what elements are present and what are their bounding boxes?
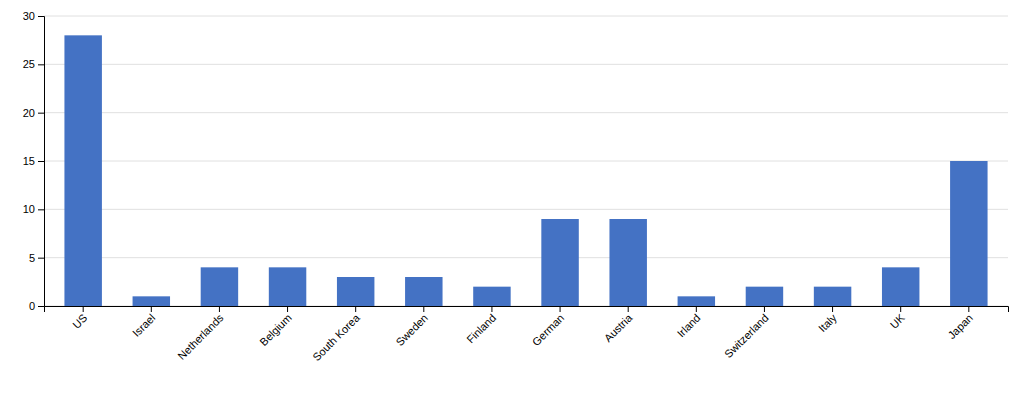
- x-tick: Irland: [675, 306, 703, 339]
- y-tick-mark: [38, 209, 44, 210]
- grid: [44, 16, 1008, 306]
- x-tick-label: Irland: [675, 312, 703, 340]
- bar: [541, 219, 578, 306]
- x-tick: Sweden: [393, 306, 430, 348]
- y-tick-label: 15: [23, 155, 35, 167]
- x-tick: Netherlands: [175, 306, 226, 362]
- bar: [405, 277, 442, 306]
- grid-line: [44, 161, 1008, 162]
- x-tick-label: UK: [888, 311, 908, 331]
- y-tick-label: 30: [23, 10, 35, 22]
- x-tick: Japan: [945, 306, 975, 341]
- grid-line: [44, 112, 1008, 113]
- x-tick: US: [70, 306, 89, 331]
- x-tick: Israel: [130, 306, 158, 339]
- x-tick-mark: [491, 306, 492, 312]
- y-tick-label: 0: [29, 300, 35, 312]
- y-tick: 15: [23, 155, 44, 167]
- y-tick-mark: [38, 113, 44, 114]
- y-axis-line: [38, 17, 45, 307]
- x-tick: UK: [888, 306, 908, 331]
- x-tick-label: Belgium: [257, 312, 294, 349]
- x-tick-label: Austria: [602, 311, 635, 344]
- x-tick-mark: [219, 306, 220, 312]
- y-tick: 25: [23, 58, 44, 70]
- x-tick: Austria: [602, 306, 635, 344]
- y-tick-label: 25: [23, 58, 35, 70]
- x-axis: US Israel Netherlands Belgium South Korea Swe…: [45, 306, 1009, 363]
- grid-line: [44, 209, 1008, 210]
- x-tick-label: Japan: [945, 312, 975, 342]
- x-tick-mark: [151, 306, 152, 312]
- bar: [814, 287, 851, 306]
- grid-line: [44, 16, 1008, 17]
- bar: [473, 287, 510, 306]
- x-tick-mark: [423, 306, 424, 312]
- x-axis-line: [45, 307, 1009, 313]
- x-tick-label: Finland: [464, 312, 498, 346]
- x-tick-label: Israel: [130, 312, 158, 340]
- x-tick: German: [530, 306, 567, 348]
- x-tick: Belgium: [257, 306, 294, 348]
- x-tick-mark: [764, 306, 765, 312]
- x-tick-label: US: [70, 312, 89, 331]
- x-tick-mark: [628, 306, 629, 312]
- y-tick: 5: [29, 252, 44, 264]
- bar: [746, 287, 783, 306]
- x-tick-mark: [560, 306, 561, 312]
- bar: [64, 35, 101, 306]
- bars: [64, 35, 987, 306]
- bar: [678, 296, 715, 306]
- y-tick: 0: [29, 300, 44, 312]
- x-tick-label: Italy: [816, 311, 839, 334]
- x-tick-label: German: [530, 312, 567, 349]
- bar: [609, 219, 646, 306]
- y-tick-mark: [38, 258, 44, 259]
- x-tick-mark: [832, 306, 833, 312]
- x-tick: Italy: [816, 306, 839, 334]
- x-tick-label: Switzerland: [722, 312, 771, 361]
- bar: [269, 267, 306, 306]
- y-tick-label: 5: [29, 252, 35, 264]
- bar: [201, 267, 238, 306]
- chart: US Israel Netherlands Belgium South Korea Swe…: [0, 0, 1024, 396]
- x-tick-label: Netherlands: [175, 311, 226, 362]
- x-tick-mark: [696, 306, 697, 312]
- x-tick: South Korea: [310, 306, 362, 363]
- y-tick: 20: [23, 107, 44, 119]
- y-tick-label: 10: [23, 203, 35, 215]
- y-tick-mark: [38, 16, 44, 17]
- bar: [133, 296, 170, 306]
- y-tick-mark: [38, 64, 44, 65]
- x-tick-mark: [355, 306, 356, 312]
- y-axis: 0 5 10 15 20 25 30: [23, 10, 45, 312]
- x-tick: Finland: [464, 306, 498, 346]
- y-tick: 10: [23, 203, 44, 215]
- x-tick-mark: [287, 306, 288, 312]
- grid-line: [44, 64, 1008, 65]
- bar: [950, 161, 987, 306]
- x-tick-label: South Korea: [310, 311, 362, 363]
- y-tick-mark: [38, 306, 44, 307]
- y-tick-label: 20: [23, 107, 35, 119]
- grid-line: [44, 257, 1008, 258]
- y-tick-mark: [38, 161, 44, 162]
- x-tick-mark: [83, 306, 84, 312]
- x-tick-mark: [900, 306, 901, 312]
- bar: [882, 267, 919, 306]
- bar: [337, 277, 374, 306]
- plot: US Israel Netherlands Belgium South Korea Swe…: [23, 10, 1009, 363]
- x-tick-mark: [968, 306, 969, 312]
- x-tick: Switzerland: [722, 306, 771, 360]
- y-tick: 30: [23, 10, 44, 22]
- x-tick-label: Sweden: [393, 312, 430, 349]
